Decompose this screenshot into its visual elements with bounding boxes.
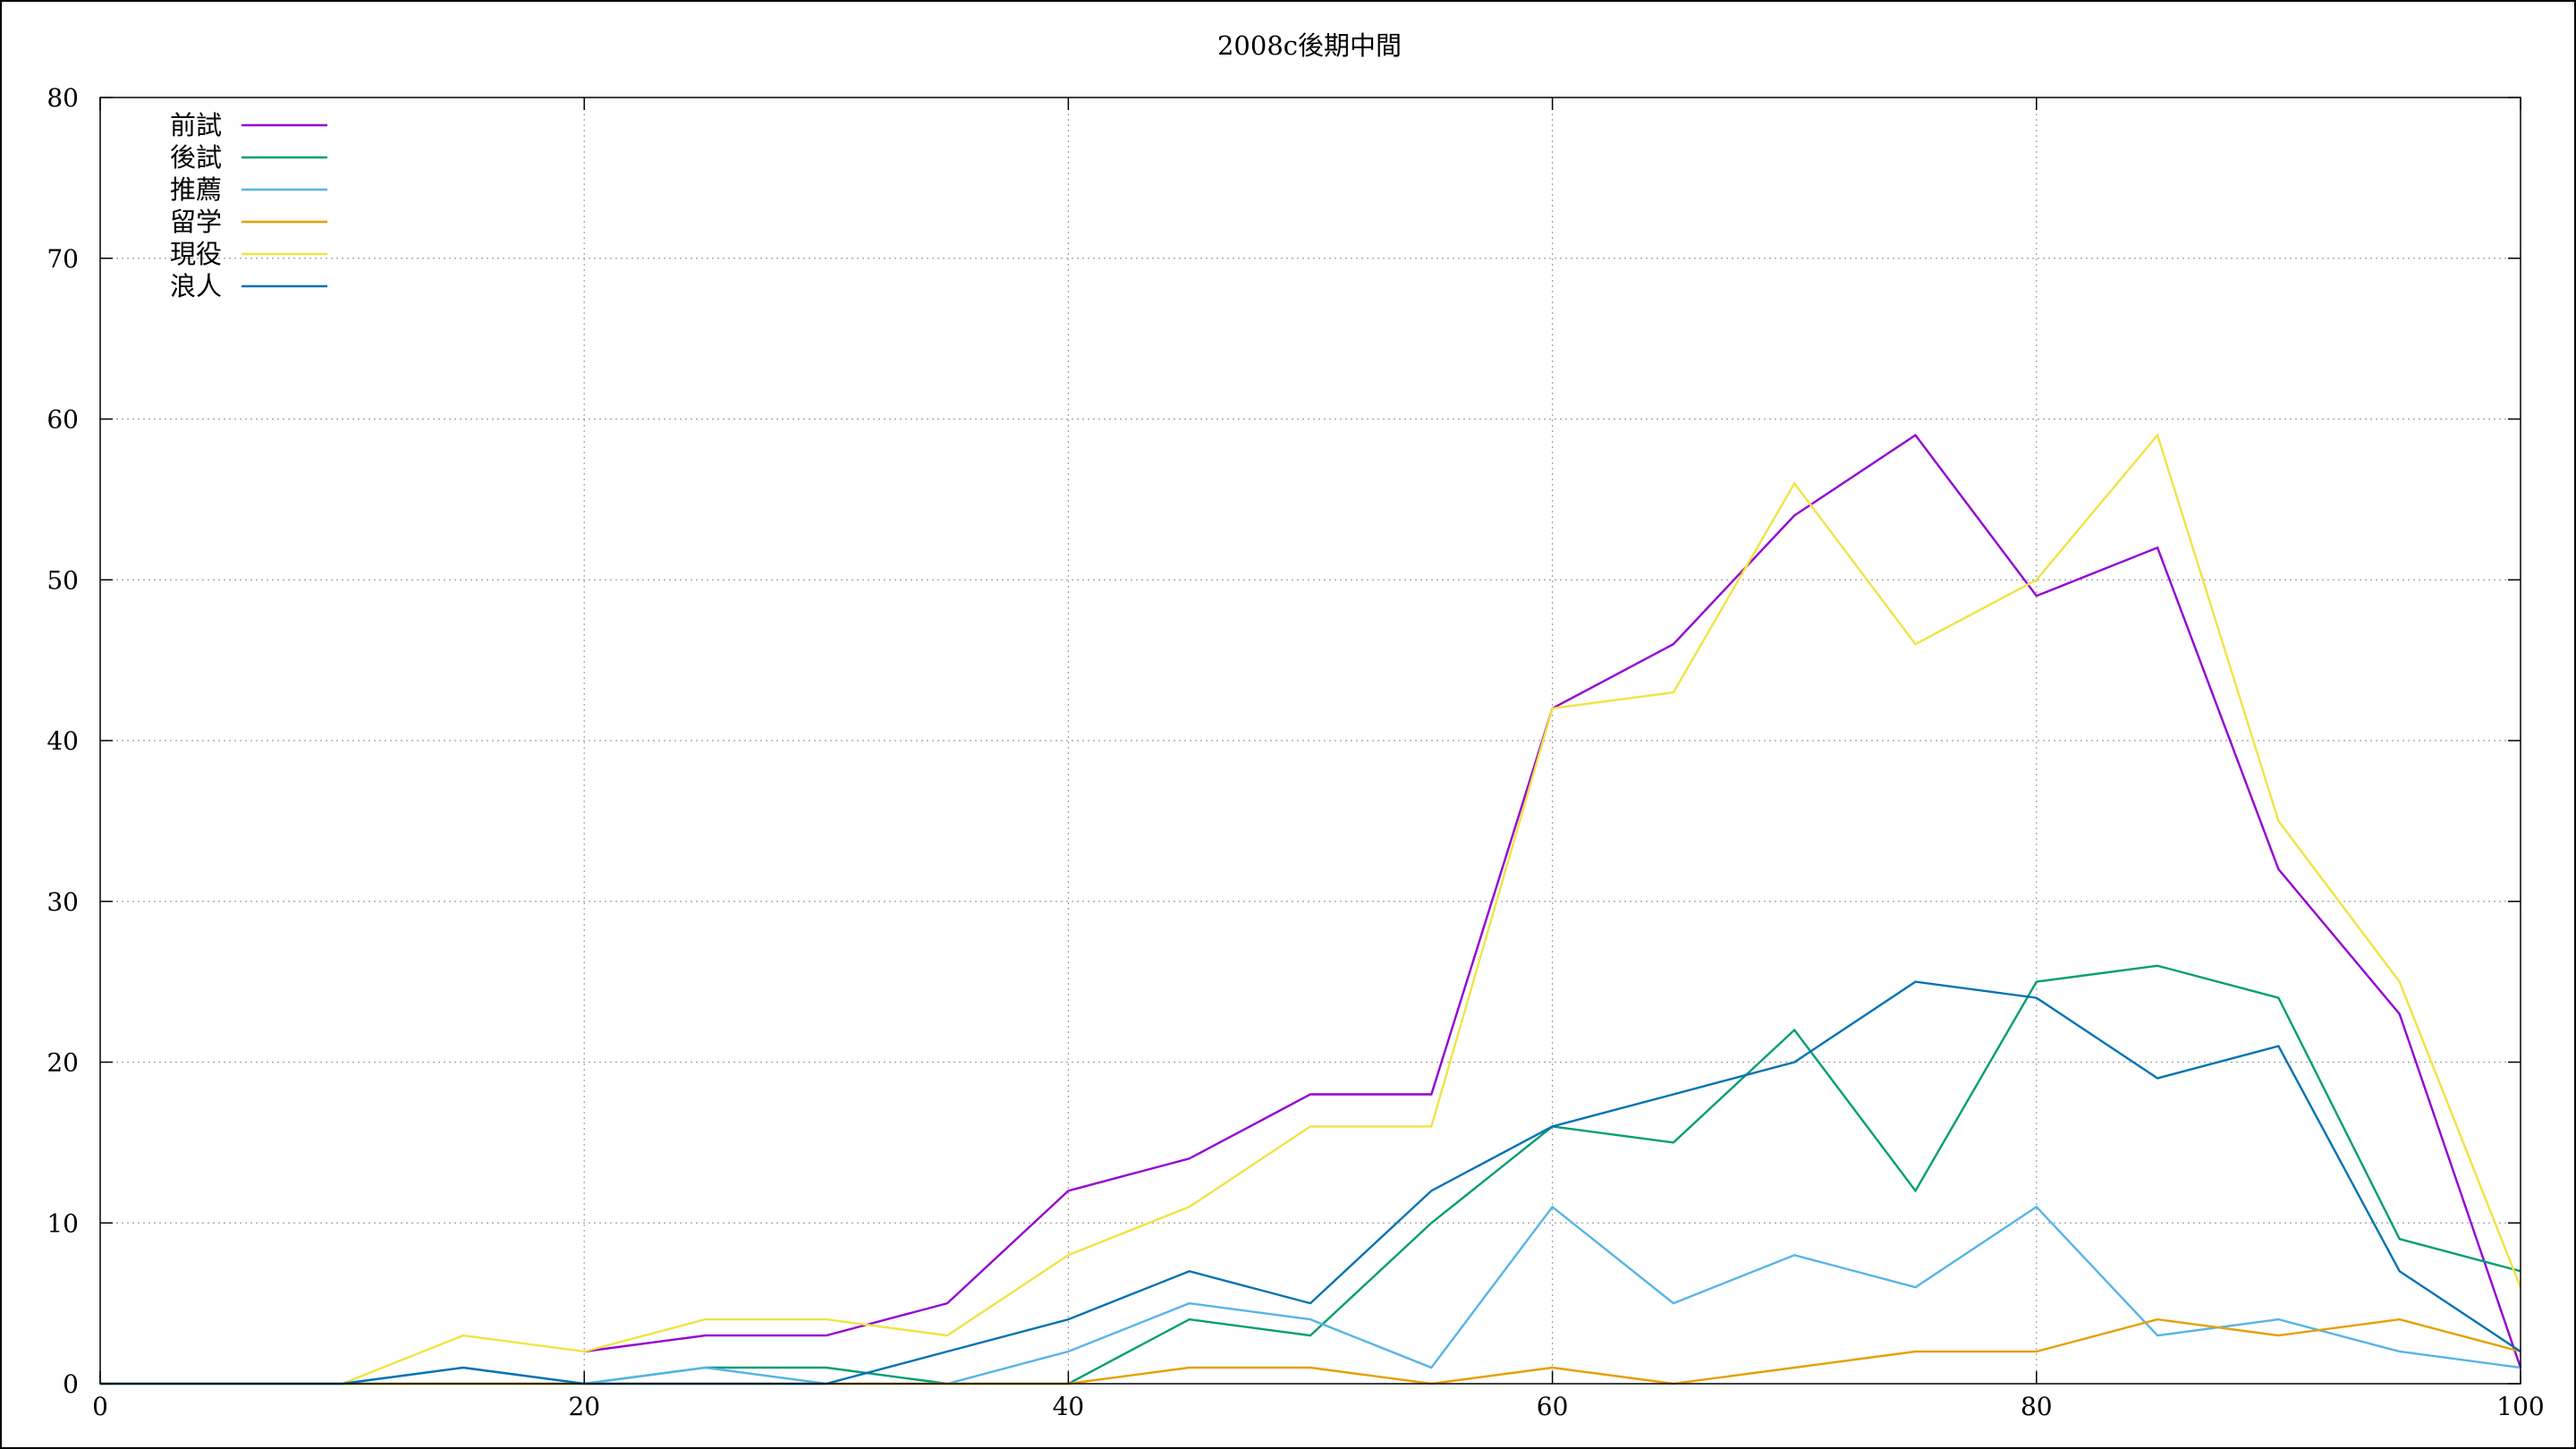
y-tick-label: 10 (47, 1208, 79, 1238)
series-line-4 (342, 433, 2522, 1385)
y-tick-label: 0 (63, 1369, 79, 1399)
legend-label-4: 現役 (170, 239, 222, 269)
x-tick-label: 100 (2496, 1392, 2544, 1421)
chart-title: 2008c後期中間 (1217, 30, 1402, 61)
legend-label-1: 後試 (170, 142, 222, 173)
y-tick-label: 20 (47, 1048, 79, 1078)
y-tick-label: 80 (47, 83, 79, 113)
legend-label-5: 浪人 (170, 271, 222, 301)
x-tick-label: 0 (92, 1392, 108, 1421)
legend-label-3: 留学 (170, 207, 222, 237)
x-tick-label: 40 (1053, 1392, 1085, 1421)
series-line-5 (100, 980, 2521, 1385)
x-tick-label: 60 (1537, 1392, 1569, 1421)
x-tick-label: 80 (2021, 1392, 2053, 1421)
y-tick-label: 60 (47, 405, 79, 435)
legend-label-2: 推薦 (170, 174, 222, 205)
y-tick-label: 70 (47, 244, 79, 274)
axis-ticks: 0 20 40 60 80 100 0 10 20 30 40 50 60 70 80 (47, 83, 2544, 1421)
x-tick-label: 20 (568, 1392, 600, 1421)
y-tick-label: 30 (47, 887, 79, 917)
y-tick-label: 50 (47, 565, 79, 595)
y-tick-label: 40 (47, 726, 79, 756)
grid (100, 97, 2521, 1384)
legend-label-0: 前試 (170, 110, 222, 140)
